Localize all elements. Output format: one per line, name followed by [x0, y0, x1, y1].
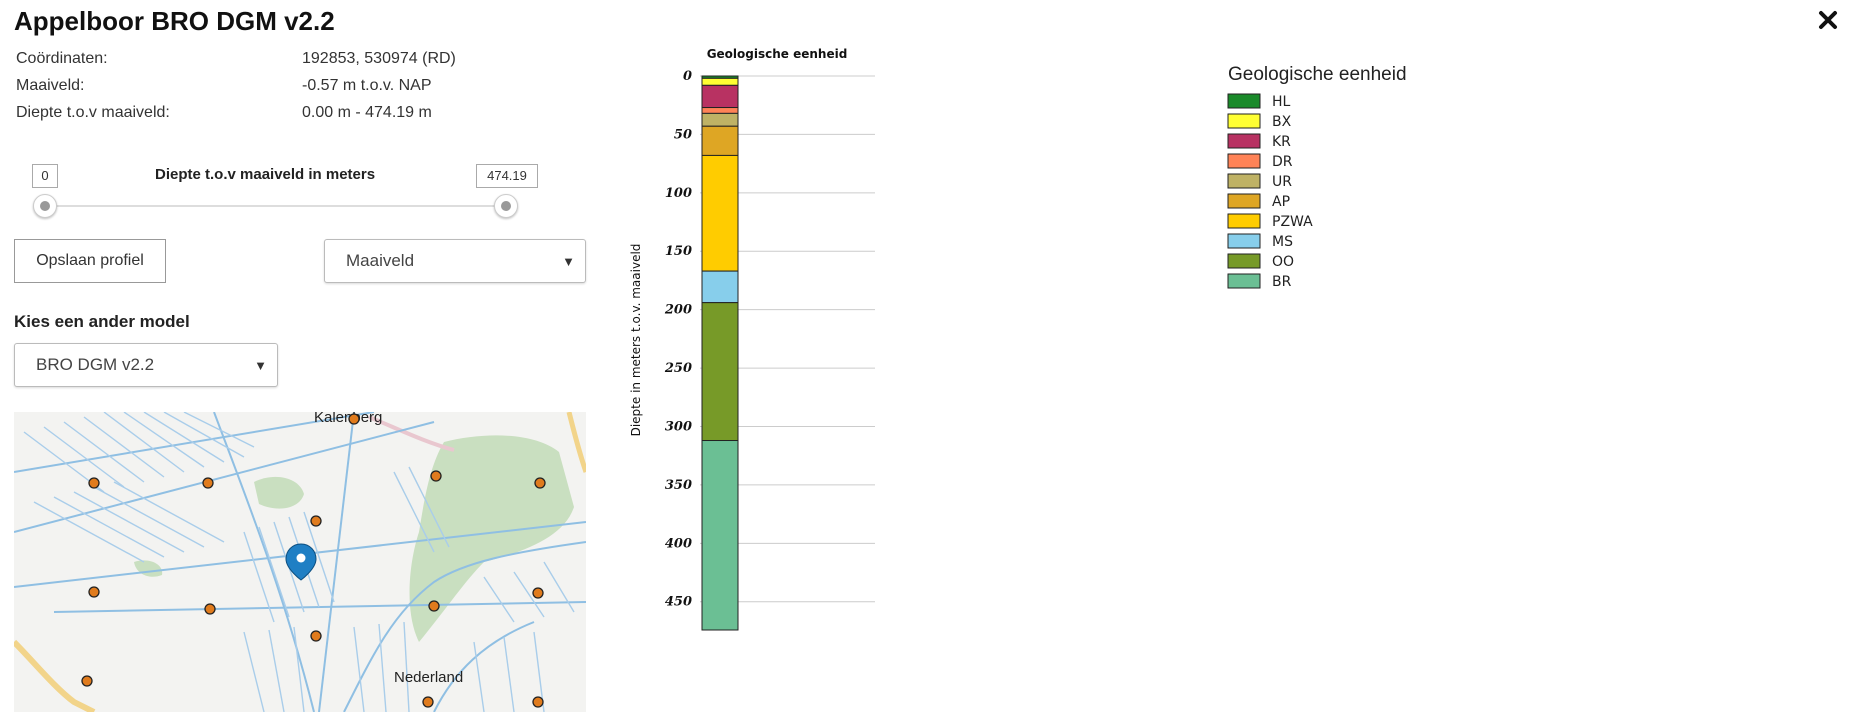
legend-title: Geologische eenheid [1228, 64, 1407, 85]
surface-label: Maaiveld: [16, 77, 85, 94]
borehole-marker[interactable] [202, 477, 214, 489]
legend-item-label: AP [1272, 194, 1290, 210]
chart-y-tick-label: 100 [665, 186, 692, 201]
map-label-nederland: Nederland [394, 669, 463, 686]
legend-swatch [1227, 233, 1261, 249]
depth-slider-track[interactable] [44, 205, 506, 207]
borehole-marker[interactable] [310, 515, 322, 527]
legend-item-label: BX [1272, 114, 1292, 130]
legend-swatch [1227, 133, 1261, 149]
legend-swatch [1227, 153, 1261, 169]
chart-layer-br[interactable] [701, 440, 739, 631]
chart-y-tick-label: 50 [674, 127, 692, 142]
surface-value: -0.57 m t.o.v. NAP [302, 77, 432, 94]
chart-title: Geologische eenheid [707, 47, 848, 61]
coordinates-label: Coördinaten: [16, 50, 108, 67]
borehole-marker[interactable] [310, 630, 322, 642]
reference-level-value: Maaiveld [346, 251, 415, 270]
chart-y-tick-label: 0 [683, 69, 692, 84]
borehole-marker[interactable] [88, 586, 100, 598]
borehole-marker[interactable] [428, 600, 440, 612]
borehole-marker[interactable] [81, 675, 93, 687]
legend-item-label: HL [1272, 94, 1291, 110]
chart-y-tick-label: 200 [664, 303, 692, 318]
chart-y-tick-label: 150 [665, 244, 692, 259]
borehole-marker[interactable] [430, 470, 442, 482]
depth-value: 0.00 m - 474.19 m [302, 104, 432, 121]
close-icon[interactable] [1814, 6, 1842, 34]
model-select-value: BRO DGM v2.2 [36, 355, 155, 374]
chevron-down-icon: ▼ [562, 254, 575, 269]
depth-label: Diepte t.o.v maaiveld: [16, 104, 170, 121]
legend-item-label: PZWA [1272, 214, 1313, 230]
borehole-marker[interactable] [204, 603, 216, 615]
legend-item-label: OO [1272, 254, 1294, 270]
depth-slider-label: Diepte t.o.v maaiveld in meters [155, 166, 376, 183]
borehole-marker[interactable] [422, 696, 434, 708]
chart-layer-dr[interactable] [701, 107, 739, 114]
legend-item-label: BR [1272, 274, 1292, 290]
legend-item-label: MS [1272, 234, 1293, 250]
chart-layer-ur[interactable] [701, 112, 739, 127]
reference-level-select[interactable]: Maaiveld ▼ [324, 239, 586, 283]
depth-slider-max-handle[interactable] [494, 194, 518, 218]
chart-layer-ms[interactable] [701, 270, 739, 304]
depth-slider-min-handle[interactable] [33, 194, 57, 218]
chart-y-tick-label: 450 [665, 595, 692, 610]
legend-swatch [1227, 193, 1261, 209]
legend-swatch [1227, 273, 1261, 289]
depth-max-input[interactable]: 474.19 [476, 164, 538, 188]
chart-layer-pzwa[interactable] [701, 154, 739, 272]
chart-y-tick-label: 300 [665, 419, 692, 434]
map-label-kalenberg: Kalenberg [314, 412, 382, 426]
location-map[interactable]: Kalenberg Nederland [14, 412, 586, 712]
chart-layer-bx[interactable] [701, 77, 739, 86]
coordinates-value: 192853, 530974 (RD) [302, 50, 456, 67]
legend-swatch [1227, 113, 1261, 129]
map-pin-icon[interactable] [285, 543, 317, 581]
chevron-down-icon: ▼ [254, 358, 267, 373]
chart-layer-oo[interactable] [701, 302, 739, 442]
chart-y-tick-label: 250 [664, 361, 692, 376]
chart-y-tick-label: 350 [665, 478, 692, 493]
page-title: Appelboor BRO DGM v2.2 [14, 6, 335, 36]
legend-swatch [1227, 93, 1261, 109]
legend: Geologische eenheid HL BX KR DR UR AP PZWA MS OO… [1227, 64, 1407, 290]
save-profile-button[interactable]: Opslaan profiel [14, 239, 166, 283]
borehole-profile-chart: Geologische eenheid Diepte in meters t.o… [629, 47, 875, 631]
borehole-marker[interactable] [532, 696, 544, 708]
borehole-marker[interactable] [88, 477, 100, 489]
chart-y-tick-label: 400 [665, 536, 692, 551]
depth-min-input[interactable]: 0 [32, 164, 58, 188]
borehole-marker[interactable] [348, 413, 360, 425]
legend-swatch [1227, 253, 1261, 269]
legend-item-label: DR [1272, 154, 1293, 170]
chart-layer-kr[interactable] [701, 84, 739, 109]
legend-swatch [1227, 173, 1261, 189]
chart-y-axis-label: Diepte in meters t.o.v. maaiveld [629, 244, 643, 437]
borehole-marker[interactable] [534, 477, 546, 489]
map-canvas: Kalenberg Nederland [14, 412, 586, 712]
borehole-marker[interactable] [532, 587, 544, 599]
legend-item-label: KR [1272, 134, 1291, 150]
model-select-label: Kies een ander model [14, 312, 190, 331]
model-select[interactable]: BRO DGM v2.2 ▼ [14, 343, 278, 387]
chart-layer-ap[interactable] [701, 125, 739, 156]
legend-swatch [1227, 213, 1261, 229]
legend-item-label: UR [1272, 174, 1292, 190]
